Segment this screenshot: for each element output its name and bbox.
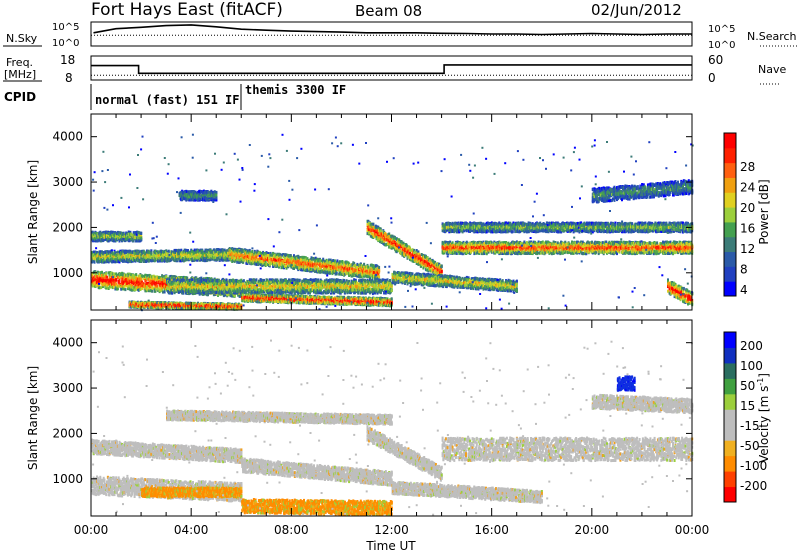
power-panel-cell (120, 288, 122, 291)
power-panel-cell (378, 266, 380, 269)
power-panel-cell (156, 285, 158, 288)
freq-tick-top: 18 (60, 53, 75, 67)
power-panel-cell (378, 275, 380, 278)
power-panel-cell (106, 276, 108, 279)
date-label: 02/Jun/2012 (591, 1, 682, 19)
power-panel-cell (124, 288, 126, 291)
noise-right-tick-bottom: 10^0 (708, 40, 735, 51)
power-panel-cell (281, 256, 283, 259)
power-panel-cell (94, 261, 96, 264)
noise-left-tick-bottom: 10^0 (52, 38, 79, 49)
frequency-panel-series-freq (91, 65, 692, 73)
power-panel-cell (123, 281, 125, 284)
power-panel-cell (140, 237, 142, 240)
noise-panel: N.Sky 10^5 10^0 10^5 10^0 N.Search (3, 22, 797, 51)
frequency-panel: Freq. [MHz] 18 8 60 0 Nave (3, 53, 786, 85)
power-panel-cell (191, 278, 193, 281)
beam-label: Beam 08 (355, 2, 422, 20)
power-panel-cell (251, 250, 253, 253)
nave-label: Nave (758, 63, 786, 76)
freq-unit: [MHz] (4, 68, 36, 81)
cpid-panel: CPID normal (fast) 151 IF themis 3300 IF (4, 83, 346, 110)
power-panel-cell (113, 260, 115, 263)
plot-title: Fort Hays East (fitACF) (91, 0, 283, 20)
power-panel-cell (336, 272, 338, 275)
freq-tick-bottom: 8 (65, 71, 73, 85)
power-panel-cell (157, 288, 159, 291)
power-panel-cell (140, 232, 142, 235)
power-panel-cell (183, 279, 185, 282)
noise-left-tick-top: 10^5 (52, 22, 79, 33)
cpid-segment-1: normal (fast) 151 IF (95, 93, 240, 107)
noise-right-tick-top: 10^5 (708, 24, 735, 35)
power-panel-cell (135, 273, 137, 276)
power-panel-cell (100, 286, 102, 289)
power-panel-cell (113, 286, 115, 289)
power-panel-cell (164, 291, 166, 294)
power-panel-cell (150, 251, 152, 254)
nave-tick-top: 60 (708, 53, 723, 67)
noise-panel-series-n-sky (94, 25, 693, 35)
power-panel-cell (125, 278, 127, 281)
nsearch-label: N.Search (747, 30, 797, 43)
power-panel-cell (132, 278, 134, 281)
power-panel-cell (105, 272, 107, 275)
power-panel-cell (151, 290, 153, 293)
power-panel-cell (115, 278, 117, 281)
power-panel-cell (127, 250, 129, 253)
cpid-segment-2: themis 3300 IF (245, 83, 346, 97)
nave-tick-bottom: 0 (708, 71, 716, 85)
power-panel-cell (378, 271, 380, 274)
cpid-label: CPID (4, 90, 36, 104)
nsky-label: N.Sky (6, 32, 38, 45)
power-panel-cell (139, 288, 141, 291)
